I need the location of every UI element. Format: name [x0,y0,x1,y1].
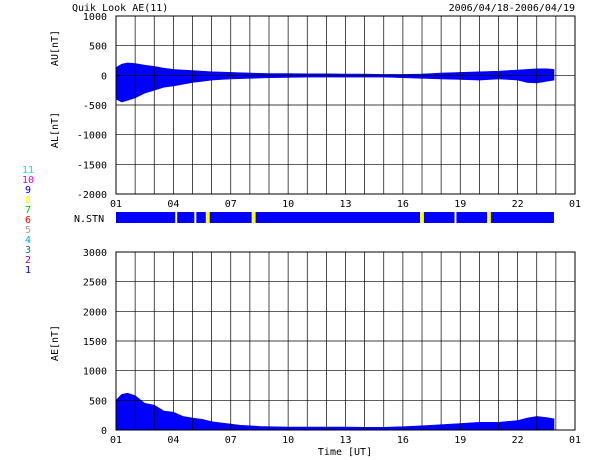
ae-x-tick-label: 13 [339,435,351,446]
al-axis-label: AL[nT] [50,112,61,148]
ae-axis-label: AE[nT] [50,325,61,361]
chart-title: Quik Look AE(11) [72,3,168,14]
au-al-panel: AU[nT] AL[nT] 1000 500 0 -500 -1000 -1500 -200… [50,12,581,210]
legend-item: 10 [22,175,34,186]
ae-panel: AE[nT] 3000 2500 2000 1500 1000 500 0 01 04 07 10… [50,248,581,446]
au-al-y-tick-label: -1000 [77,131,107,142]
au-al-x-tick-label: 04 [167,199,179,210]
station-segment [251,212,256,223]
ae-y-tick-label: 2000 [83,307,107,318]
au-al-x-tick-label: 01 [569,199,581,210]
au-al-x-tick-label: 01 [110,199,122,210]
ae-grid [115,251,576,431]
station-segment [456,212,488,223]
ae-x-ticks: 01 04 07 10 13 16 19 22 01 [110,435,581,446]
station-segment [423,212,455,223]
ae-y-tick-label: 1500 [83,337,107,348]
ae-x-tick-label: 16 [397,435,409,446]
au-al-x-ticks: 01 04 07 10 13 16 19 22 01 [110,199,581,210]
ae-x-tick-label: 01 [110,435,122,446]
ae-frame [115,251,576,431]
station-segment [175,212,178,223]
station-count-bar [116,212,554,223]
legend-item: 11 [22,165,34,176]
au-al-x-tick-label: 19 [454,199,466,210]
station-segment [454,212,457,223]
au-al-x-tick-label: 13 [339,199,351,210]
date-range: 2006/04/18-2006/04/19 [449,3,575,14]
station-count-strip: N.STN [74,212,554,225]
au-al-y-ticks: 1000 500 0 -500 -1000 -1500 -2000 [77,12,107,201]
legend-item: 8 [25,195,31,206]
au-al-x-tick-label: 07 [225,199,237,210]
ae-x-tick-label: 22 [512,435,524,446]
ae-y-ticks: 3000 2500 2000 1500 1000 500 0 [83,248,107,437]
station-segment [487,212,491,223]
ae-x-tick-label: 04 [167,435,179,446]
ae-area [115,392,555,431]
ae-y-tick-label: 2500 [83,278,107,289]
au-al-y-tick-label: -2000 [77,190,107,201]
legend-item: 5 [25,225,31,236]
au-al-y-tick-label: -500 [83,101,107,112]
au-al-series-au [115,62,555,76]
ae-x-tick-label: 07 [225,435,237,446]
legend-item: 6 [25,215,31,226]
au-al-area [115,62,555,103]
nstn-label: N.STN [74,214,104,225]
ae-y-tick-label: 500 [89,396,107,407]
ae-series-ae [115,392,555,431]
station-segment [196,212,206,223]
legend-item: 2 [25,255,31,266]
station-segment [194,212,197,223]
station-segment [116,212,176,223]
legend-item: 9 [25,185,31,196]
station-segment [177,212,195,223]
au-al-x-tick-label: 22 [512,199,524,210]
au-al-x-tick-label: 16 [397,199,409,210]
au-al-y-tick-label: -1500 [77,160,107,171]
x-axis-label: Time [UT] [318,447,372,458]
legend-item: 3 [25,245,31,256]
station-segment [420,212,424,223]
au-al-grid [115,15,576,195]
au-al-y-tick-label: 0 [101,71,107,82]
ae-x-tick-label: 19 [454,435,466,446]
au-al-y-tick-label: 500 [89,42,107,53]
ae-y-tick-label: 1000 [83,367,107,378]
station-segment [490,212,554,223]
au-al-y-tick-label: 1000 [83,12,107,23]
legend-item: 4 [25,235,31,246]
legend-item: 7 [25,205,31,216]
station-segment [255,212,421,223]
au-al-series-al [115,75,555,103]
au-al-x-tick-label: 10 [282,199,294,210]
au-al-frame [115,15,576,195]
station-segment [209,212,252,223]
au-axis-label: AU[nT] [50,30,61,66]
station-segment [205,212,210,223]
ae-y-tick-label: 3000 [83,248,107,259]
legend-item: 1 [25,265,31,276]
ae-x-tick-label: 10 [282,435,294,446]
ae-x-tick-label: 01 [569,435,581,446]
ae-y-tick-label: 0 [101,426,107,437]
